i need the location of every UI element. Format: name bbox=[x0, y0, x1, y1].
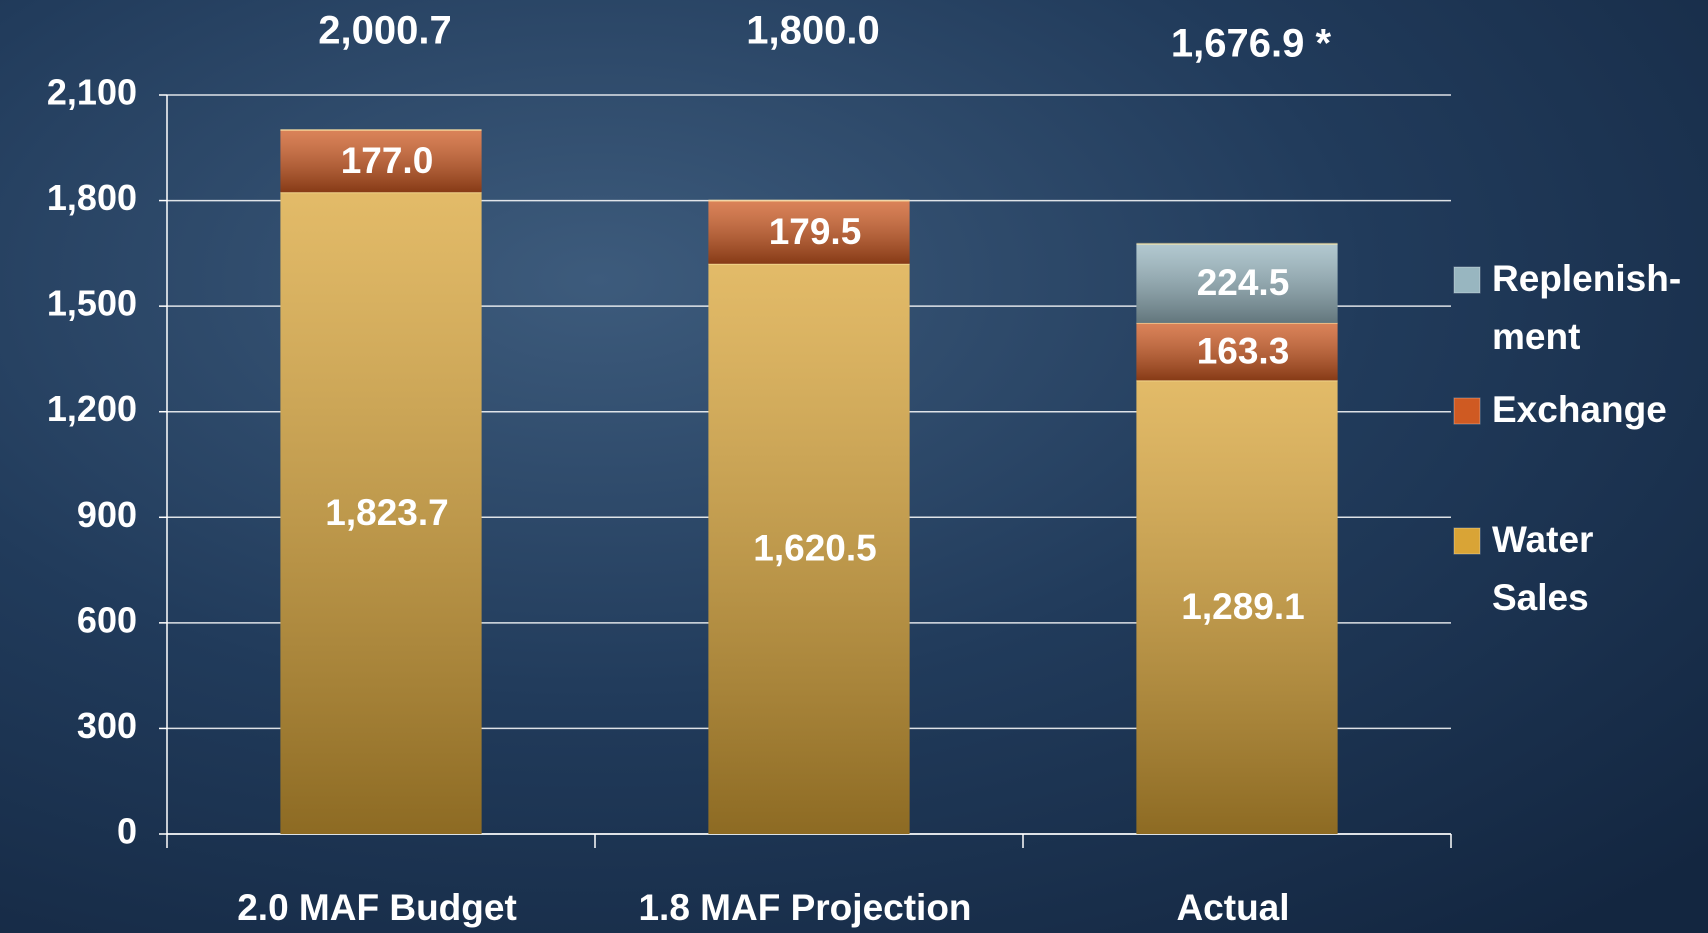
legend-swatch bbox=[1453, 527, 1481, 555]
bar-shade bbox=[280, 192, 482, 834]
y-tick-label: 1,200 bbox=[47, 388, 137, 429]
bar-shade bbox=[1136, 380, 1338, 834]
data-label: 1,289.1 bbox=[1181, 586, 1304, 627]
legend-swatch bbox=[1453, 266, 1481, 294]
plot: 0 300 600 900 1,200 1,500 1,800 2,100 1,823.7 177… bbox=[47, 9, 1681, 928]
total-label: 1,800.0 bbox=[746, 9, 879, 53]
legend-label: Replenish-ment bbox=[1492, 258, 1681, 357]
x-tick-label: 1.8 MAF Projection bbox=[638, 887, 971, 928]
legend-label: Exchange bbox=[1492, 389, 1667, 430]
y-tick-label: 1,800 bbox=[47, 177, 137, 218]
bar-shade bbox=[708, 200, 910, 264]
data-label: 224.5 bbox=[1197, 262, 1290, 303]
data-label: 163.3 bbox=[1197, 330, 1290, 371]
y-tick-label: 600 bbox=[77, 599, 137, 640]
data-label: 1,823.7 bbox=[325, 492, 448, 533]
bar-shade bbox=[1136, 322, 1338, 381]
y-tick-label: 0 bbox=[117, 811, 137, 852]
x-tick-label: 2.0 MAF Budget bbox=[237, 887, 517, 928]
legend-label: Water Sales bbox=[1492, 519, 1593, 618]
total-label: 2,000.7 bbox=[318, 9, 451, 53]
x-tick-label: Actual bbox=[1176, 887, 1289, 928]
legend-swatch bbox=[1453, 397, 1481, 425]
bar-shade bbox=[708, 263, 910, 834]
y-tick-label: 900 bbox=[77, 494, 137, 535]
bar-shade bbox=[280, 129, 482, 193]
bar-shade bbox=[1136, 243, 1338, 323]
y-tick-label: 2,100 bbox=[47, 72, 137, 113]
total-label: 1,676.9 * bbox=[1171, 22, 1332, 66]
data-label: 1,620.5 bbox=[753, 528, 876, 569]
data-label: 177.0 bbox=[341, 140, 434, 181]
data-label: 179.5 bbox=[769, 211, 862, 252]
y-tick-label: 1,500 bbox=[47, 283, 137, 324]
y-tick-label: 300 bbox=[77, 705, 137, 746]
